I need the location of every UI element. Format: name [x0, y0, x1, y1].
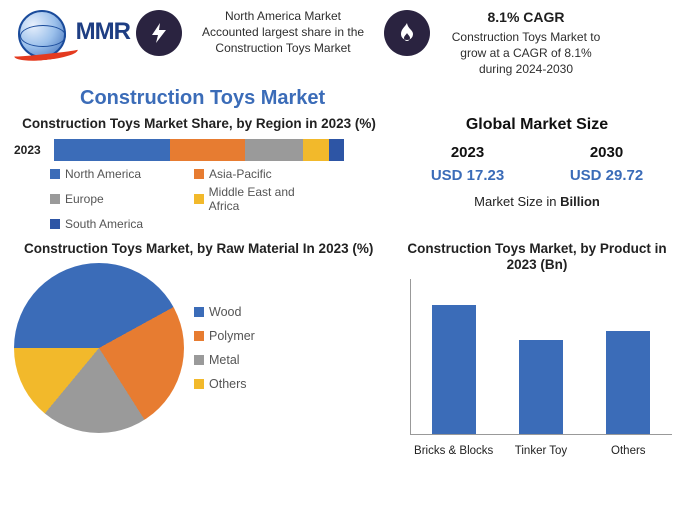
stacked-bar: 2023: [14, 139, 384, 161]
flame-icon: [384, 10, 430, 56]
ms-note: Market Size in Billion: [398, 194, 676, 209]
legend-label: Polymer: [209, 329, 255, 343]
bar: [432, 305, 476, 434]
header-block-cagr: 8.1% CAGR Construction Toys Market to gr…: [436, 8, 616, 77]
legend-swatch: [50, 194, 60, 204]
legend-swatch: [194, 379, 204, 389]
ms-year-b: 2030: [590, 144, 623, 161]
header-line: during 2024-2030: [436, 61, 616, 77]
stack-segment: [303, 139, 329, 161]
legend-item: South America: [50, 217, 180, 231]
stack-segment: [245, 139, 303, 161]
bolt-icon: [136, 10, 182, 56]
header-row: MMR North America Market Accounted large…: [0, 0, 696, 81]
page-title: Construction Toys Market: [80, 87, 696, 110]
region-chart-title: Construction Toys Market Share, by Regio…: [14, 116, 384, 132]
legend-item: Europe: [50, 185, 180, 213]
legend-item: Metal: [194, 353, 255, 367]
region-chart: Construction Toys Market Share, by Regio…: [14, 116, 384, 236]
pie-chart: [14, 263, 184, 433]
stack-segment: [170, 139, 245, 161]
logo-text: MMR: [76, 18, 130, 46]
cagr-title: 8.1% CAGR: [436, 8, 616, 27]
header-line: Construction Toys Market: [188, 40, 378, 56]
stack-segment: [329, 139, 344, 161]
bar-label: Tinker Toy: [499, 445, 583, 457]
legend-item: Wood: [194, 305, 255, 319]
legend-swatch: [194, 307, 204, 317]
bar-column: [506, 340, 576, 435]
ms-value-a: USD 17.23: [431, 167, 504, 184]
legend-label: North America: [65, 167, 141, 181]
bar-column: [419, 305, 489, 434]
bar: [519, 340, 563, 435]
bar: [606, 331, 650, 435]
bar-chart-title: Construction Toys Market, by Product in …: [392, 241, 682, 273]
legend-swatch: [194, 355, 204, 365]
legend-label: Wood: [209, 305, 241, 319]
legend-swatch: [50, 219, 60, 229]
legend-swatch: [194, 331, 204, 341]
header-line: grow at a CAGR of 8.1%: [436, 45, 616, 61]
legend-swatch: [50, 169, 60, 179]
legend-label: Europe: [65, 192, 104, 206]
header-line: Construction Toys Market to: [436, 29, 616, 45]
bar-column: [593, 331, 663, 435]
stack-row-label: 2023: [14, 143, 48, 157]
legend-item: Others: [194, 377, 255, 391]
legend-label: Middle East and Africa: [209, 185, 324, 213]
legend-item: Asia-Pacific: [194, 167, 324, 181]
header-line: Accounted largest share in the: [188, 24, 378, 40]
market-size-title: Global Market Size: [398, 116, 676, 134]
mmr-logo: MMR: [10, 8, 130, 63]
pie-chart-panel: Construction Toys Market, by Raw Materia…: [14, 241, 384, 459]
legend-item: Middle East and Africa: [194, 185, 324, 213]
pie-chart-title: Construction Toys Market, by Raw Materia…: [14, 241, 384, 257]
ms-year-a: 2023: [451, 144, 484, 161]
region-legend: North America Asia-Pacific Europe Middle Ea…: [14, 167, 384, 231]
legend-swatch: [194, 169, 204, 179]
legend-item: Polymer: [194, 329, 255, 343]
content-grid: Construction Toys Market Share, by Regio…: [0, 116, 696, 459]
legend-swatch: [194, 194, 204, 204]
bar-label: Others: [586, 445, 670, 457]
legend-label: South America: [65, 217, 143, 231]
x-axis: [410, 434, 672, 435]
pie-legend: Wood Polymer Metal Others: [194, 305, 255, 391]
legend-label: Metal: [209, 353, 240, 367]
ms-value-b: USD 29.72: [570, 167, 643, 184]
legend-item: North America: [50, 167, 180, 181]
bar-chart-panel: Construction Toys Market, by Product in …: [392, 241, 682, 459]
bar-chart: Bricks & BlocksTinker ToyOthers: [392, 279, 682, 459]
legend-label: Asia-Pacific: [209, 167, 272, 181]
header-block-share: North America Market Accounted largest s…: [188, 8, 378, 57]
bar-label: Bricks & Blocks: [412, 445, 496, 457]
stack-segment: [54, 139, 170, 161]
market-size-panel: Global Market Size 2023 2030 USD 17.23 U…: [392, 116, 682, 236]
header-line: North America Market: [188, 8, 378, 24]
legend-label: Others: [209, 377, 247, 391]
